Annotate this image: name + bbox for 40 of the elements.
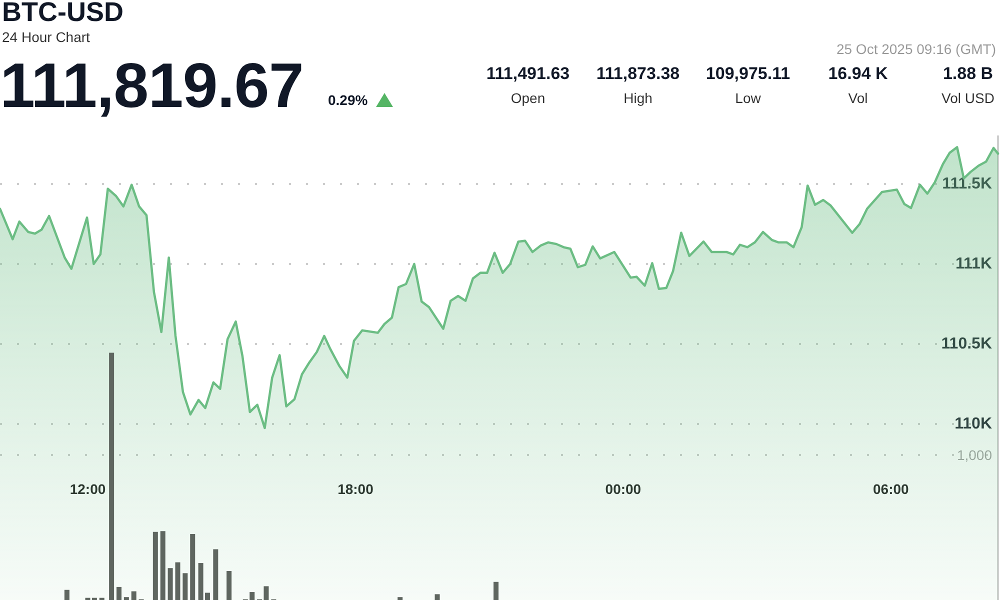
x-tick-label: 06:00: [873, 481, 910, 497]
bar: [494, 582, 499, 600]
text: 1.88 B: [942, 64, 994, 84]
text: 111,491.63: [486, 64, 570, 84]
text: 16.94 K: [828, 64, 888, 84]
text: Vol USD: [942, 90, 994, 106]
bar: [434, 594, 440, 600]
y-tick-label: 110.5K: [941, 336, 992, 352]
x-tick-label: 00:00: [605, 481, 642, 497]
bar: [116, 586, 122, 600]
text: 109,975.11: [706, 64, 790, 84]
bar: [124, 597, 129, 600]
text: Open: [510, 90, 546, 106]
bar: [175, 562, 180, 600]
bar: [152, 532, 158, 600]
bar: [168, 568, 173, 600]
text: 111,873.38: [596, 64, 680, 84]
bar: [226, 571, 232, 600]
text: Low: [735, 90, 761, 106]
text: Vol: [848, 90, 868, 106]
bar: [182, 573, 188, 600]
chart-subtitle: 24 Hour Chart: [2, 29, 90, 46]
bar: [109, 352, 114, 600]
chart-title: BTC-USD: [2, 0, 124, 28]
bar: [190, 534, 196, 600]
text: High: [624, 90, 652, 106]
x-tick-label: 12:00: [70, 481, 106, 497]
y-tick-label: 111K: [956, 256, 992, 272]
bar: [213, 549, 218, 600]
x-tick-label: 18:00: [338, 481, 374, 497]
bar: [398, 597, 403, 600]
bar: [131, 591, 136, 600]
bar: [64, 590, 70, 600]
text: 25 Oct 2025 09:16 (GMT): [836, 41, 996, 58]
text: 0.29%: [328, 92, 368, 108]
bar: [160, 531, 166, 600]
y-tick-label: 111.5K: [942, 176, 992, 192]
text: 111,819.67: [0, 50, 304, 122]
y2-tick-label: 1,000: [956, 447, 992, 463]
y-tick-label: 110K: [954, 416, 992, 432]
